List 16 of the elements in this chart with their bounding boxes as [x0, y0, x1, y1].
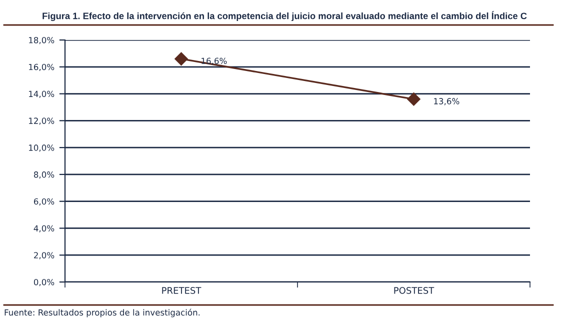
y-tick-label: 6,0% [34, 198, 54, 206]
x-tick-label: POSTEST [394, 287, 434, 294]
chart-title: Figura 1. Efecto de la intervención en la competencia del juicio moral evaluado mediante el cambio del Índice C [42, 10, 527, 22]
y-tick-label: 14,0% [29, 90, 54, 98]
data-label: 16,6% [202, 58, 227, 65]
y-tick-label: 4,0% [34, 225, 54, 232]
y-tick-label: 10,0% [29, 144, 54, 152]
data-label: 13,6% [434, 98, 460, 106]
x-tick-label: PRETEST [162, 287, 202, 294]
y-tick-label: 16,0% [29, 64, 54, 72]
source-note: Fuente: Resultados propios de la investigación. [4, 308, 200, 318]
y-tick-label: 2,0% [34, 252, 54, 260]
y-tick-label: 12,0% [29, 118, 54, 125]
y-tick-label: 8,0% [34, 171, 54, 179]
y-tick-label: 0,0% [34, 278, 54, 286]
y-tick-label: 18,0% [29, 36, 54, 44]
